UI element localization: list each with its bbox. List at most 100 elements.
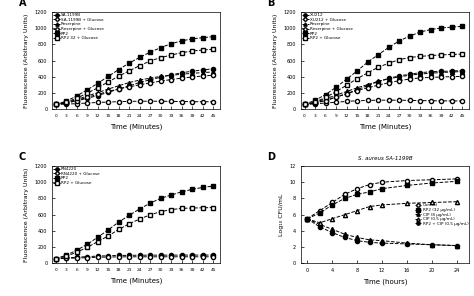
CIP (8 µg/mL) bbox=[317, 223, 323, 226]
SA-1199B + Glucose bbox=[179, 100, 185, 103]
Reserpine bbox=[375, 80, 381, 83]
RP2 (32 µg/mL) bbox=[317, 211, 323, 215]
XU212 + Glucose bbox=[375, 98, 381, 102]
RP2 + Glucose bbox=[438, 53, 444, 57]
XU212 bbox=[407, 73, 412, 76]
RP2 (32 µg/mL) bbox=[342, 197, 347, 200]
CIP (0.5 µg/mL) bbox=[317, 221, 323, 225]
RP2 + Glucose bbox=[147, 213, 153, 217]
RP2 bbox=[116, 68, 121, 71]
RP2 + Glucose bbox=[396, 58, 402, 61]
RP2 bbox=[105, 75, 111, 78]
RP2 bbox=[344, 77, 349, 81]
XU212 + Glucose bbox=[354, 99, 360, 102]
RP2 + Glucose bbox=[105, 234, 111, 238]
Reserpine bbox=[127, 81, 132, 84]
X-axis label: Time (Minutes): Time (Minutes) bbox=[359, 124, 411, 130]
Reserpine bbox=[365, 83, 371, 86]
Reserpine bbox=[418, 72, 423, 76]
RP2 (32 µg/mL) bbox=[404, 184, 410, 187]
Reserpine + Glucose bbox=[449, 75, 455, 78]
RP2 bbox=[95, 236, 100, 239]
RP2 bbox=[105, 228, 111, 232]
RP2 32 + Glucose bbox=[190, 49, 195, 53]
Line: CIP (8 µg/mL): CIP (8 µg/mL) bbox=[305, 217, 459, 248]
Reserpine + Glucose bbox=[137, 83, 143, 87]
RP2 bbox=[333, 86, 339, 89]
XU212 + Glucose bbox=[396, 98, 402, 102]
XU212 + Glucose bbox=[302, 103, 308, 106]
RN4220 bbox=[147, 253, 153, 257]
RN4220 + Glucose bbox=[84, 256, 90, 259]
XU212 bbox=[333, 95, 339, 99]
RP2 bbox=[438, 26, 444, 30]
Control bbox=[304, 217, 310, 221]
RP2 + Glucose bbox=[210, 206, 216, 209]
Reserpine bbox=[137, 78, 143, 82]
Reserpine + Glucose bbox=[53, 103, 58, 106]
RP2 bbox=[116, 220, 121, 224]
RP2 (32 µg/mL) bbox=[429, 181, 435, 185]
Reserpine + Glucose bbox=[459, 75, 465, 78]
Line: RP2 + CIP (0.5 µg/mL): RP2 + CIP (0.5 µg/mL) bbox=[305, 217, 459, 248]
Control bbox=[317, 209, 323, 213]
RP2 + CIP (0.5 µg/mL) bbox=[367, 241, 373, 244]
XU212 bbox=[438, 70, 444, 73]
RP2 bbox=[168, 42, 174, 46]
SA-1199B bbox=[64, 101, 69, 104]
RP2 + Glucose bbox=[158, 210, 164, 213]
RN4220 + Glucose bbox=[116, 255, 121, 259]
X-axis label: Time (hours): Time (hours) bbox=[363, 279, 408, 285]
Line: Reserpine: Reserpine bbox=[302, 70, 465, 107]
Reserpine + Glucose bbox=[396, 79, 402, 83]
RP2 bbox=[386, 46, 392, 49]
XU212 bbox=[365, 84, 371, 87]
RP2 32 + Glucose bbox=[53, 103, 58, 106]
RP2 bbox=[64, 254, 69, 257]
RP2 bbox=[210, 184, 216, 188]
RP2 bbox=[190, 188, 195, 191]
RP2 + Glucose bbox=[64, 255, 69, 258]
RN4220 + Glucose bbox=[158, 255, 164, 258]
RP2 + Glucose bbox=[459, 52, 465, 56]
SA-1199B bbox=[158, 75, 164, 79]
Reserpine + Glucose bbox=[74, 99, 80, 102]
RP2 + Glucose bbox=[323, 96, 328, 99]
RN4220 bbox=[137, 253, 143, 257]
Reserpine bbox=[64, 101, 69, 104]
CIP (8 µg/mL) bbox=[342, 232, 347, 236]
RP2 + Glucose bbox=[168, 208, 174, 211]
Reserpine bbox=[302, 103, 308, 106]
Reserpine + Glucose bbox=[84, 96, 90, 99]
RN4220 + Glucose bbox=[127, 255, 132, 258]
CIP (8 µg/mL) bbox=[354, 236, 360, 239]
RP2 bbox=[64, 99, 69, 103]
Reserpine bbox=[105, 87, 111, 91]
XU212 bbox=[312, 101, 318, 104]
RN4220 + Glucose bbox=[64, 257, 69, 260]
RP2 bbox=[418, 30, 423, 34]
RP2 32 + Glucose bbox=[127, 69, 132, 73]
SA-1199B bbox=[53, 103, 58, 106]
XU212 bbox=[354, 88, 360, 91]
XU212 + Glucose bbox=[365, 99, 371, 102]
XU212 + Glucose bbox=[428, 99, 434, 102]
RP2 32 + Glucose bbox=[64, 100, 69, 104]
Line: RP2: RP2 bbox=[54, 184, 215, 261]
Reserpine + Glucose bbox=[386, 81, 392, 84]
RP2 bbox=[53, 103, 58, 106]
CIP (8 µg/mL) bbox=[379, 239, 385, 242]
Reserpine + Glucose bbox=[95, 93, 100, 96]
RP2 + Glucose bbox=[375, 65, 381, 69]
RP2 bbox=[53, 257, 58, 260]
RP2 32 + Glucose bbox=[105, 80, 111, 84]
Text: A: A bbox=[18, 0, 26, 8]
Reserpine + Glucose bbox=[333, 96, 339, 99]
XU212 bbox=[386, 77, 392, 80]
RP2 + Glucose bbox=[302, 103, 308, 106]
Line: RP2: RP2 bbox=[302, 24, 465, 107]
CIP (0.5 µg/mL) bbox=[454, 200, 460, 203]
CIP (8 µg/mL) bbox=[429, 243, 435, 247]
RP2 bbox=[179, 190, 185, 194]
CIP (0.5 µg/mL) bbox=[404, 202, 410, 205]
